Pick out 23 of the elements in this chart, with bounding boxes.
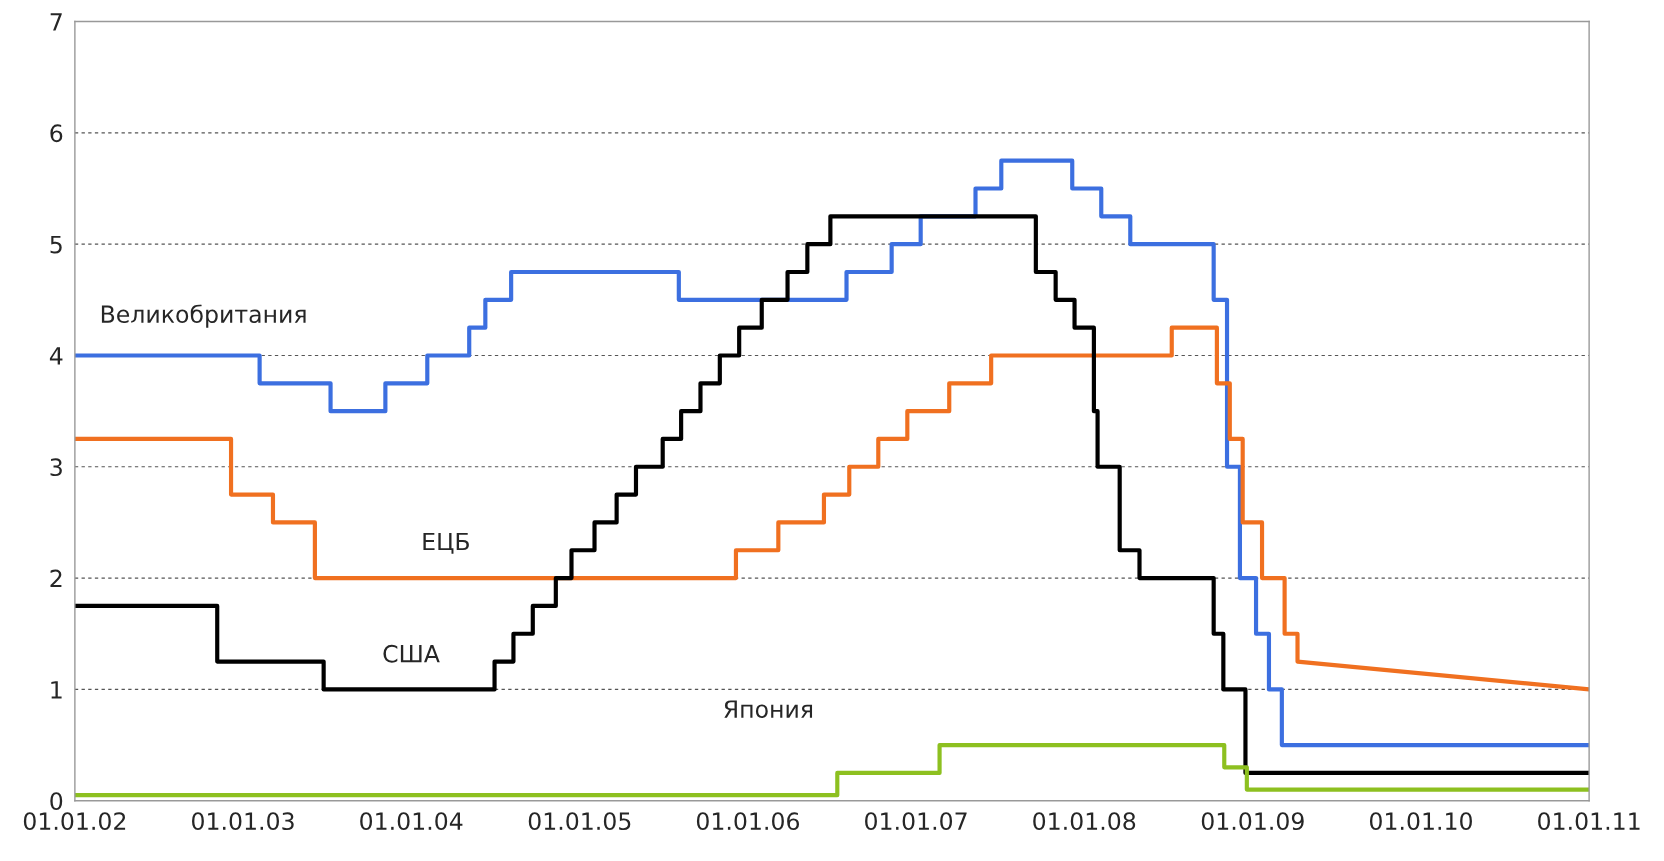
series-label: Великобритания	[101, 304, 306, 328]
y-tick-label: 6	[50, 124, 63, 143]
x-tick-label: 01.01.08	[1033, 812, 1136, 831]
x-tick-label: 01.01.02	[23, 812, 126, 831]
y-tick-label: 5	[50, 235, 62, 254]
x-tick-label: 01.01.11	[1538, 812, 1640, 831]
y-tick-label: 2	[50, 569, 62, 588]
series-label: ЕЦБ	[423, 532, 469, 554]
x-tick-label: 01.01.07	[865, 812, 967, 831]
text: Япония	[724, 700, 813, 718]
y-tick-label: 7	[50, 13, 62, 31]
line-series	[74, 742, 1590, 798]
x-tick-label: 01.01.10	[1369, 812, 1472, 831]
series-label: США	[383, 644, 440, 663]
x-tick-label: 01.01.09	[1201, 812, 1304, 831]
x-tick-label: 01.01.04	[360, 812, 463, 831]
y-tick-label: 4	[49, 347, 63, 365]
x-tick-label: 01.01.03	[192, 812, 294, 831]
y-tick-label: 1	[51, 681, 62, 699]
y-tick-label: 0	[50, 792, 63, 811]
x-tick-label: 01.01.06	[696, 812, 800, 831]
y-tick-label: 3	[50, 458, 62, 477]
x-tick-label: 01.01.05	[528, 812, 631, 831]
